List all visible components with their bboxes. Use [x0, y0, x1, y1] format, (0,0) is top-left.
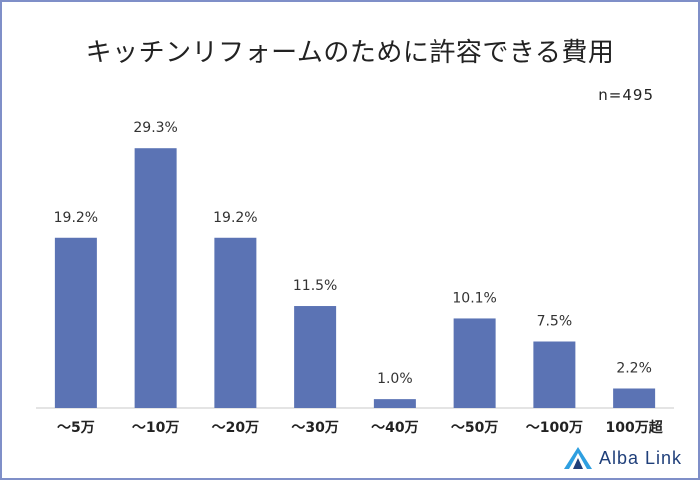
bar [453, 318, 496, 408]
bar [294, 306, 337, 408]
bar [373, 399, 416, 408]
category-label: ～100万 [526, 420, 583, 436]
category-label: ～5万 [57, 420, 95, 436]
sample-size: n=495 [598, 86, 654, 104]
category-label: ～40万 [371, 420, 418, 436]
bar [613, 388, 656, 408]
chart-title: キッチンリフォームのために許容できる費用 [85, 38, 615, 68]
bar [533, 341, 576, 408]
data-label: 2.2% [616, 360, 652, 376]
data-label: 29.3% [133, 120, 177, 136]
alba-link-logo-icon [563, 447, 592, 469]
data-label: 10.1% [452, 290, 496, 306]
category-label: 100万超 [606, 419, 664, 436]
alba-link-logo: Alba Link [563, 446, 682, 470]
bar [214, 237, 257, 408]
category-label: ～50万 [451, 420, 498, 436]
data-label: 1.0% [377, 371, 413, 387]
bar [134, 148, 177, 408]
category-label: ～30万 [291, 420, 338, 436]
data-label: 11.5% [293, 278, 337, 294]
logo-text: Alba Link [598, 447, 682, 468]
bar [54, 237, 97, 408]
category-label: ～20万 [212, 420, 259, 436]
data-label: 19.2% [54, 210, 98, 226]
data-label: 19.2% [213, 210, 257, 226]
data-label: 7.5% [537, 314, 573, 330]
category-label: ～10万 [132, 420, 179, 436]
